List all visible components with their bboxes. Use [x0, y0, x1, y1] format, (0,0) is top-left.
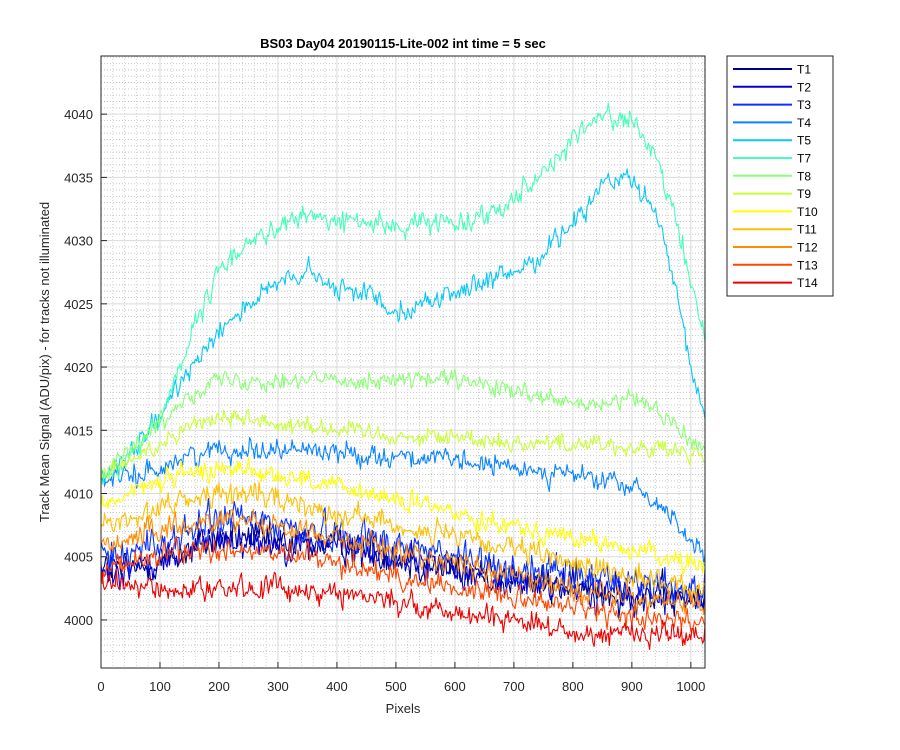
series-lines [101, 102, 705, 651]
x-axis-label: Pixels [386, 701, 421, 716]
legend-label-t11: T11 [797, 223, 817, 237]
legend-label-t12: T12 [797, 241, 818, 255]
legend-label-t7: T7 [797, 152, 811, 166]
legend-label-t13: T13 [797, 258, 818, 272]
legend-label-t5: T5 [797, 134, 811, 148]
chart-title: BS03 Day04 20190115-Lite-002 int time = … [260, 36, 546, 51]
y-tick-label: 4010 [64, 487, 93, 502]
series-line-t11 [101, 481, 705, 600]
series-line-t14 [101, 568, 705, 651]
x-tick-label: 600 [444, 679, 466, 694]
x-tick-label: 200 [208, 679, 230, 694]
series-line-t8 [101, 368, 705, 478]
series-line-t7 [101, 102, 705, 485]
y-tick-label: 4005 [64, 550, 93, 565]
y-tick-label: 4040 [64, 107, 93, 122]
x-tick-label: 700 [503, 679, 525, 694]
legend-label-t8: T8 [797, 169, 811, 183]
legend: T1 T2 T3 T4 T5 T7 T8 T9 T10 T11 T12 T13 T14 [726, 55, 834, 297]
legend-label-t10: T10 [797, 205, 818, 219]
series-line-t9 [101, 409, 705, 480]
x-tick-label: 1000 [676, 679, 705, 694]
series-line-t13 [101, 535, 705, 632]
x-tick-label: 500 [385, 679, 407, 694]
y-tick-label: 4015 [64, 423, 93, 438]
x-tick-label: 300 [267, 679, 289, 694]
y-tick-label: 4025 [64, 297, 93, 312]
legend-label-t14: T14 [797, 276, 818, 290]
series-line-t10 [101, 456, 705, 576]
x-tick-label: 900 [621, 679, 643, 694]
legend-label-t4: T4 [797, 116, 811, 130]
series-line-t5 [101, 168, 705, 485]
y-axis-label: Track Mean Signal (ADU/pix) - for tracks… [37, 202, 52, 522]
series-line-t12 [101, 508, 705, 616]
legend-label-t3: T3 [797, 98, 811, 112]
legend-label-t9: T9 [797, 187, 811, 201]
y-tick-label: 4020 [64, 360, 93, 375]
series-line-t4 [101, 436, 705, 567]
legend-label-t1: T1 [797, 63, 811, 77]
plot-area [101, 102, 705, 651]
y-tick-label: 4000 [64, 613, 93, 628]
x-tick-label: 400 [326, 679, 348, 694]
x-tick-label: 800 [562, 679, 584, 694]
axis-ticks: 0 100 200 300 400 500 600 700 800 900 1000 4000 4005… [64, 107, 705, 694]
y-tick-label: 4030 [64, 234, 93, 249]
y-tick-label: 4035 [64, 170, 93, 185]
x-tick-label: 100 [149, 679, 171, 694]
legend-label-t2: T2 [797, 80, 811, 94]
x-tick-label: 0 [97, 679, 104, 694]
axes-box [100, 55, 706, 669]
